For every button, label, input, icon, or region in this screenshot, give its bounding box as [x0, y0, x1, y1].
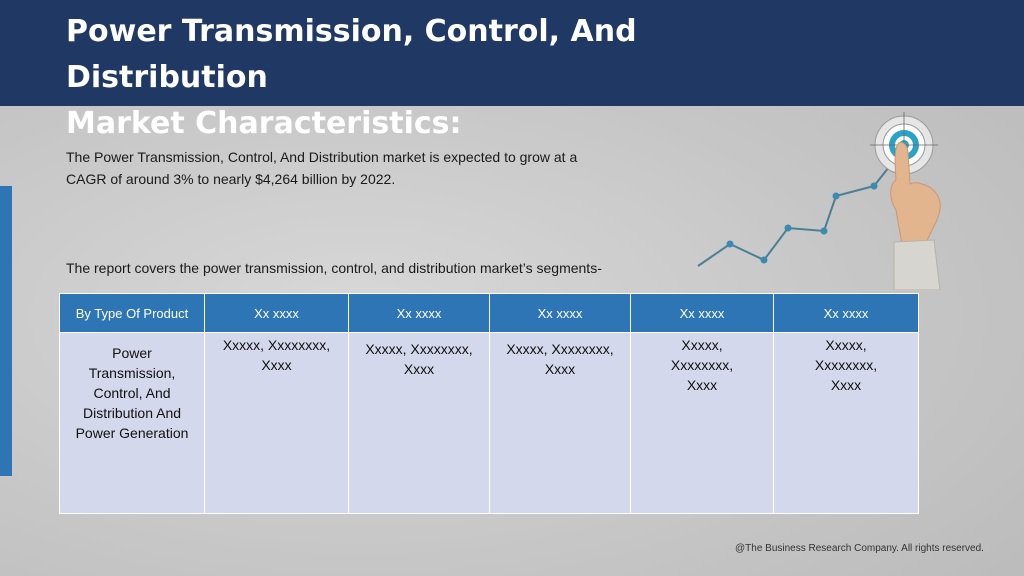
cell-line: Xxxxx, Xxxxxxxx,: [365, 341, 473, 357]
cell-line: Power Generation: [75, 425, 189, 441]
cell-line: Xxxxx,: [681, 337, 723, 353]
table-header-row: By Type Of Product Xx xxxx Xx xxxx Xx xx…: [59, 293, 919, 333]
cell-line: Xxxxx, Xxxxxxxx,: [222, 337, 331, 353]
segments-table: By Type Of Product Xx xxxx Xx xxxx Xx xx…: [59, 293, 919, 514]
table-header-cell: Xx xxxx: [348, 293, 490, 333]
cell-line: Xxxxxxxx,: [814, 357, 878, 373]
segments-text: The report covers the power transmission…: [66, 260, 602, 276]
cell-line: Power: [112, 345, 152, 361]
page-title: Power Transmission, Control, And Distrib…: [66, 9, 846, 147]
title-line-1: Power Transmission, Control, And Distrib…: [66, 14, 637, 95]
left-accent-bar: [0, 186, 12, 476]
cell-line: Control, And: [93, 385, 171, 401]
intro-paragraph: The Power Transmission, Control, And Dis…: [66, 146, 666, 190]
cell-line: Xxxx: [830, 377, 862, 393]
growth-illustration-icon: [697, 112, 941, 290]
table-cell: Xxxxx, Xxxxxxxx, Xxxx: [348, 332, 490, 514]
table-row: Power Transmission, Control, And Distrib…: [59, 332, 919, 514]
cell-line: Transmission,: [88, 365, 176, 381]
table-header-cell: Xx xxxx: [630, 293, 774, 333]
cell-line: Distribution And: [82, 405, 182, 421]
copyright-footer: @The Business Research Company. All righ…: [735, 543, 984, 554]
cell-line: Xxxx: [403, 361, 435, 377]
table-header-cell: Xx xxxx: [489, 293, 631, 333]
table-cell: Power Transmission, Control, And Distrib…: [59, 332, 205, 514]
title-line-2: Market Characteristics:: [66, 106, 462, 141]
header-bar: Power Transmission, Control, And Distrib…: [0, 0, 1024, 141]
cell-line: Xxxxxxxx,: [670, 357, 734, 373]
cell-line: Xxxx: [261, 357, 292, 373]
table-cell: Xxxxx, Xxxxxxxx, Xxxx: [630, 332, 774, 514]
cell-line: Xxxx: [686, 377, 718, 393]
intro-line-2: CAGR of around 3% to nearly $4,264 billi…: [66, 171, 396, 187]
cell-line: Xxxxx, Xxxxxxxx,: [506, 341, 614, 357]
table-cell: Xxxxx, Xxxxxxxx, Xxxx: [204, 332, 349, 514]
table-header-cell: Xx xxxx: [773, 293, 919, 333]
table-header-cell: Xx xxxx: [204, 293, 349, 333]
intro-line-1: The Power Transmission, Control, And Dis…: [66, 149, 578, 165]
table-cell: Xxxxx, Xxxxxxxx, Xxxx: [773, 332, 919, 514]
cell-line: Xxxxx,: [825, 337, 867, 353]
table-header-cell: By Type Of Product: [59, 293, 205, 333]
table-cell: Xxxxx, Xxxxxxxx, Xxxx: [489, 332, 631, 514]
cell-line: Xxxx: [544, 361, 576, 377]
